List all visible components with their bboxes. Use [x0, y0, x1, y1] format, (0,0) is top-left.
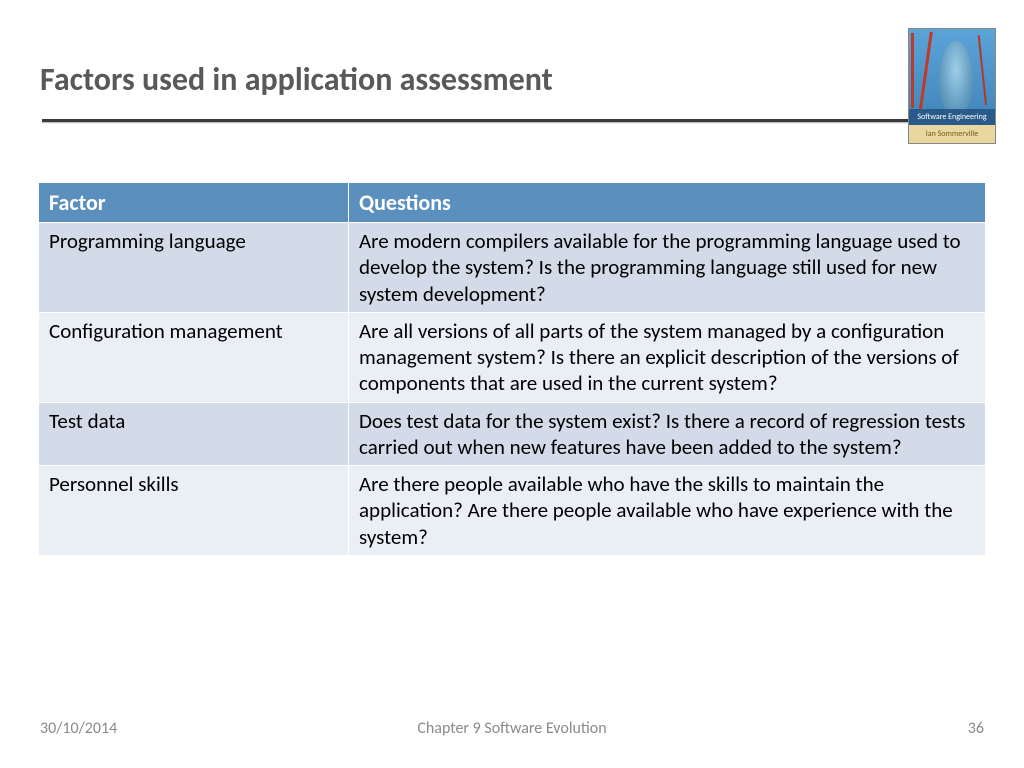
footer-date: 30/10/2014: [40, 719, 117, 738]
column-header-questions: Questions: [349, 183, 986, 223]
crane-icon: [919, 32, 933, 110]
table-row: Configuration management Are all version…: [39, 312, 986, 402]
slide-content: Factor Questions Programming language Ar…: [0, 122, 1024, 556]
title-divider: [42, 119, 982, 122]
crane-icon: [911, 33, 914, 108]
table-row: Personnel skills Are there people availa…: [39, 466, 986, 556]
book-cover-thumbnail: Software Engineering Ian Sommerville: [908, 28, 996, 144]
factor-cell: Programming language: [39, 223, 349, 313]
factor-cell: Configuration management: [39, 312, 349, 402]
slide-footer: 30/10/2014 Chapter 9 Software Evolution …: [0, 719, 1024, 738]
building-icon: [939, 41, 973, 113]
column-header-factor: Factor: [39, 183, 349, 223]
factor-cell: Personnel skills: [39, 466, 349, 556]
table-header-row: Factor Questions: [39, 183, 986, 223]
factors-table: Factor Questions Programming language Ar…: [38, 182, 986, 556]
footer-page-number: 36: [968, 719, 984, 738]
table-row: Test data Does test data for the system …: [39, 402, 986, 466]
question-cell: Are all versions of all parts of the sys…: [349, 312, 986, 402]
table-row: Programming language Are modern compiler…: [39, 223, 986, 313]
crane-icon: [978, 35, 987, 105]
question-cell: Are modern compilers available for the p…: [349, 223, 986, 313]
book-author-label: Ian Sommerville: [909, 125, 995, 143]
question-cell: Are there people available who have the …: [349, 466, 986, 556]
slide-header: Factors used in application assessment S…: [0, 0, 1024, 122]
slide-title: Factors used in application assessment: [40, 60, 984, 99]
footer-chapter: Chapter 9 Software Evolution: [0, 719, 1024, 738]
question-cell: Does test data for the system exist? Is …: [349, 402, 986, 466]
book-title-label: Software Engineering: [909, 109, 995, 125]
factor-cell: Test data: [39, 402, 349, 466]
